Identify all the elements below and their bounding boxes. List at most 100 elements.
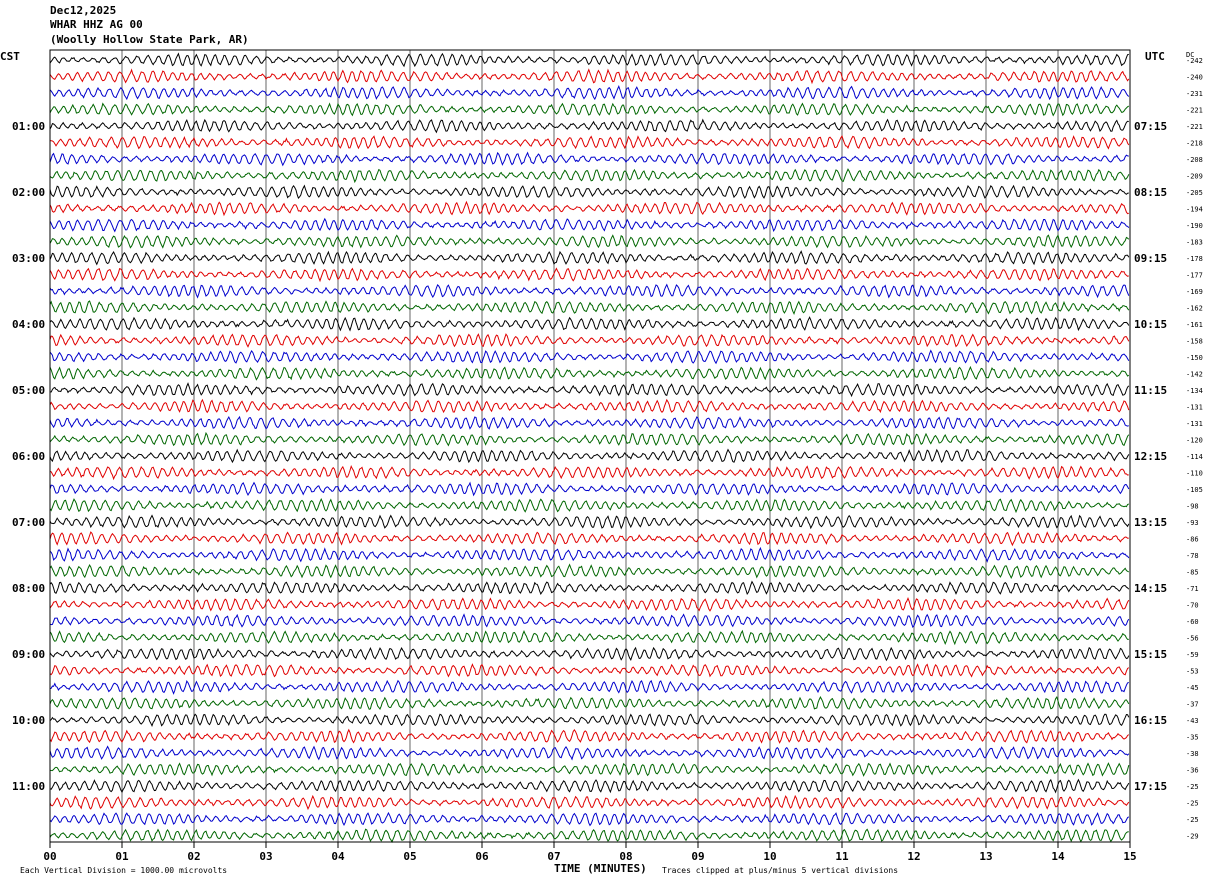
dc-offset-label: -240 — [1186, 73, 1203, 81]
right-hour-label: 08:15 — [1134, 186, 1167, 199]
trace-row-20 — [49, 382, 1130, 398]
dc-offset-label: -86 — [1186, 535, 1199, 543]
dc-offset-label: -25 — [1186, 799, 1199, 807]
station-code: WHAR HHZ AG 00 — [50, 18, 143, 31]
left-hour-label: 01:00 — [12, 120, 45, 133]
dc-header-label: DC — [1186, 51, 1194, 59]
x-tick-label: 11 — [835, 850, 849, 863]
trace-row-42 — [49, 745, 1130, 761]
trace-row-11 — [49, 234, 1130, 249]
dc-offset-label: -231 — [1186, 90, 1203, 98]
dc-offset-label: -37 — [1186, 700, 1199, 708]
trace-row-9 — [49, 200, 1129, 217]
left-timezone-label: CST — [0, 50, 20, 63]
dc-offset-label: -29 — [1186, 832, 1199, 840]
dc-offset-label: -208 — [1186, 156, 1203, 164]
left-hour-label: 05:00 — [12, 384, 45, 397]
trace-row-25 — [49, 465, 1129, 481]
dc-offset-label: -25 — [1186, 816, 1199, 824]
dc-offset-label: -178 — [1186, 255, 1203, 263]
trace-row-30 — [49, 546, 1130, 563]
dc-offset-label: -45 — [1186, 684, 1199, 692]
dc-offset-label: -43 — [1186, 717, 1199, 725]
trace-row-39 — [49, 696, 1130, 710]
trace-row-46 — [49, 811, 1130, 827]
dc-offset-label: -120 — [1186, 436, 1203, 444]
trace-row-3 — [49, 102, 1130, 117]
dc-offset-label: -25 — [1186, 783, 1199, 791]
dc-offset-label: -161 — [1186, 321, 1203, 329]
x-tick-label: 13 — [979, 850, 992, 863]
right-hour-label: 12:15 — [1134, 450, 1167, 463]
trace-row-5 — [49, 134, 1130, 150]
trace-row-8 — [49, 184, 1129, 200]
footer-scale-note: Each Vertical Division = 1000.00 microvo… — [20, 866, 228, 875]
left-hour-label: 09:00 — [12, 648, 45, 661]
x-tick-label: 10 — [763, 850, 776, 863]
right-hour-label: 17:15 — [1134, 780, 1167, 793]
trace-row-17 — [49, 333, 1130, 348]
right-hour-label: 14:15 — [1134, 582, 1167, 595]
left-hour-label: 06:00 — [12, 450, 45, 463]
right-hour-label: 10:15 — [1134, 318, 1167, 331]
chart-date: Dec12,2025 — [50, 4, 117, 17]
dc-offset-label: -134 — [1186, 387, 1203, 395]
left-hour-label: 07:00 — [12, 516, 45, 529]
trace-row-36 — [49, 646, 1130, 662]
left-hour-label: 11:00 — [12, 780, 45, 793]
time-grid — [121, 50, 1059, 842]
right-hour-label: 07:15 — [1134, 120, 1167, 133]
trace-row-44 — [49, 778, 1130, 794]
left-hour-labels: 01:00 02:00 03:00 04:00 05:00 06:00 07:00 08:00… — [12, 120, 45, 793]
seismic-traces — [49, 52, 1130, 843]
trace-row-24 — [49, 448, 1130, 464]
trace-row-38 — [49, 679, 1129, 695]
dc-offset-label: -218 — [1186, 139, 1203, 147]
left-hour-label: 08:00 — [12, 582, 45, 595]
x-tick-label: 00 — [43, 850, 56, 863]
dc-offset-label: -242 — [1186, 57, 1203, 65]
trace-row-2 — [49, 85, 1130, 101]
dc-offset-label: -105 — [1186, 486, 1203, 494]
dc-offset-label: -183 — [1186, 238, 1203, 246]
trace-row-47 — [49, 828, 1129, 843]
dc-offset-label: -131 — [1186, 403, 1203, 411]
x-tick-label: 06 — [475, 850, 489, 863]
trace-row-40 — [49, 713, 1130, 728]
x-tick-label: 15 — [1123, 850, 1136, 863]
dc-offset-label: -36 — [1186, 766, 1199, 774]
x-axis-title: TIME (MINUTES) — [554, 862, 647, 875]
station-location: (Woolly Hollow State Park, AR) — [50, 33, 249, 46]
trace-row-41 — [49, 728, 1130, 744]
dc-offset-label: -131 — [1186, 420, 1203, 428]
trace-row-18 — [49, 349, 1130, 365]
dc-offset-label: -209 — [1186, 172, 1203, 180]
trace-row-34 — [49, 613, 1130, 628]
x-tick-label: 05 — [403, 850, 416, 863]
trace-row-22 — [49, 415, 1129, 430]
trace-row-45 — [49, 794, 1130, 811]
dc-offset-label: -53 — [1186, 667, 1199, 675]
left-hour-label: 10:00 — [12, 714, 45, 727]
trace-row-1 — [49, 68, 1130, 85]
dc-offset-label: -35 — [1186, 733, 1199, 741]
trace-row-43 — [49, 762, 1130, 777]
dc-offset-label: -93 — [1186, 519, 1199, 527]
dc-offset-label: -60 — [1186, 618, 1199, 626]
trace-row-10 — [49, 217, 1130, 233]
trace-row-12 — [49, 250, 1130, 266]
dc-offset-label: -221 — [1186, 123, 1203, 131]
x-tick-label: 12 — [907, 850, 920, 863]
trace-row-14 — [49, 283, 1130, 299]
x-tick-label: 08 — [619, 850, 632, 863]
x-tick-label: 14 — [1051, 850, 1065, 863]
right-timezone-label: UTC — [1145, 50, 1165, 63]
x-tick-label: 09 — [691, 850, 704, 863]
dc-offset-label: -114 — [1186, 453, 1203, 461]
dc-offset-label: -158 — [1186, 337, 1203, 345]
dc-offset-label: -38 — [1186, 750, 1199, 758]
dc-offset-label: -205 — [1186, 189, 1203, 197]
dc-offset-label: -194 — [1186, 205, 1203, 213]
dc-offset-label: -78 — [1186, 552, 1199, 560]
dc-offset-label: -56 — [1186, 634, 1199, 642]
